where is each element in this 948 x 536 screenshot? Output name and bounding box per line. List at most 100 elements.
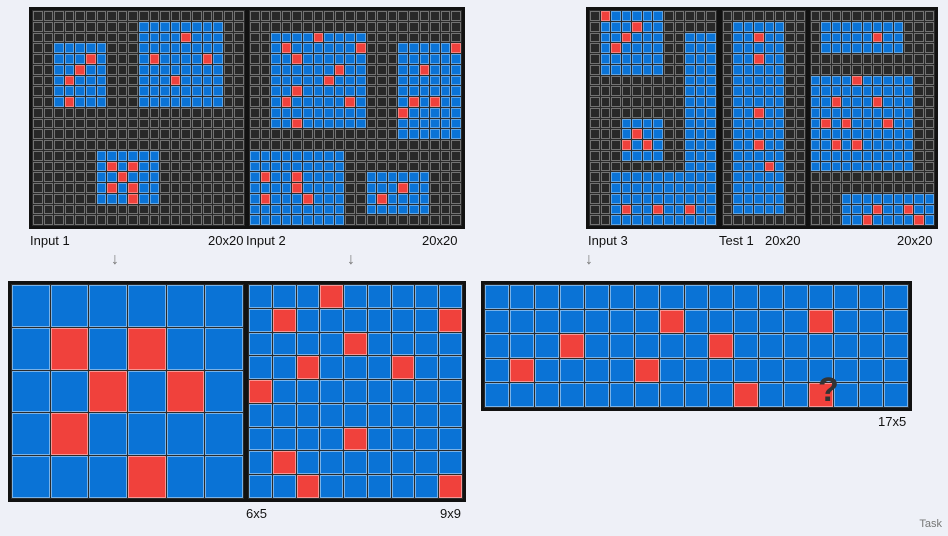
grid-cell [303, 97, 313, 107]
grid-cell [590, 150, 600, 161]
grid-cell [821, 183, 831, 193]
grid-cell [862, 129, 872, 139]
grid-cell [75, 64, 85, 75]
grid-cell [653, 204, 664, 215]
grid-cell [811, 32, 821, 43]
grid-cell [831, 86, 841, 96]
grid-cell [223, 97, 234, 107]
grid-cell [202, 204, 213, 215]
grid-cell [764, 183, 774, 193]
grid-cell [759, 285, 784, 309]
grid-cell [324, 161, 334, 172]
extra-grid [807, 7, 938, 229]
grid-cell [754, 86, 764, 96]
grid-cell [33, 64, 43, 75]
grid-cell [223, 32, 234, 43]
grid-cell [743, 11, 754, 21]
unknown-cell-question-mark: ? [818, 371, 839, 409]
grid-cell [914, 118, 924, 129]
test-output-grid[interactable] [481, 281, 912, 411]
grid-cell [250, 97, 260, 107]
grid-cell [324, 21, 334, 32]
grid-cell [366, 43, 377, 53]
grid-cell [202, 54, 213, 64]
grid-cell [451, 43, 461, 53]
grid-cell [743, 183, 754, 193]
grid-cell [784, 358, 809, 383]
grid-cell [205, 413, 243, 456]
grid-cell [706, 32, 716, 43]
grid-cell [213, 97, 223, 107]
grid-cell [64, 118, 75, 129]
grid-cell [609, 285, 634, 309]
grid-cell [366, 204, 377, 215]
grid-cell [695, 193, 706, 204]
grid-cell [367, 451, 391, 475]
grid-cell [685, 204, 695, 215]
grid-cell [611, 129, 621, 139]
grid-cell [723, 204, 733, 215]
grid-cell [914, 215, 924, 225]
grid-cell [634, 358, 659, 383]
grid-cell [451, 64, 461, 75]
grid-cell [872, 140, 883, 150]
grid-cell [706, 129, 716, 139]
grid-cell [821, 150, 831, 161]
grid-cell [924, 204, 934, 215]
grid-cell [903, 140, 914, 150]
grid-cell [419, 64, 430, 75]
grid-cell [50, 413, 89, 456]
grid-cell [430, 118, 440, 129]
grid-cell [653, 32, 664, 43]
grid-cell [398, 150, 408, 161]
grid-cell [764, 161, 774, 172]
grid-cell [334, 86, 345, 96]
grid-cell [64, 64, 75, 75]
grid-cell [841, 21, 852, 32]
grid-cell [862, 86, 872, 96]
grid-cell [334, 215, 345, 225]
grid-cell [296, 332, 320, 356]
grid-cell [872, 193, 883, 204]
grid-cell [653, 86, 664, 96]
grid-cell [924, 75, 934, 86]
grid-cell [33, 140, 43, 150]
grid-cell [107, 97, 117, 107]
grid-cell [202, 140, 213, 150]
grid-cell [632, 193, 642, 204]
grid-cell [883, 11, 893, 21]
grid-cell [117, 11, 128, 21]
grid-cell [160, 54, 170, 64]
grid-cell [64, 97, 75, 107]
grid-cell [785, 161, 795, 172]
grid-cell [107, 129, 117, 139]
grid-cell [324, 64, 334, 75]
input-2-label: Input 2 [246, 233, 286, 248]
grid-cell [674, 161, 685, 172]
grid-cell [86, 97, 96, 107]
grid-cell [320, 380, 344, 403]
grid-cell [451, 107, 461, 118]
grid-cell [250, 118, 260, 129]
grid-cell [170, 215, 181, 225]
grid-cell [234, 97, 244, 107]
grid-cell [139, 129, 149, 139]
grid-cell [43, 161, 54, 172]
grid-cell [785, 150, 795, 161]
grid-cell [64, 86, 75, 96]
grid-cell [43, 140, 54, 150]
grid-cell [86, 54, 96, 64]
grid-cell [809, 285, 834, 309]
grid-cell [260, 118, 271, 129]
grid-cell [202, 32, 213, 43]
grid-cell [260, 193, 271, 204]
grid-cell [419, 43, 430, 53]
grid-cell [377, 140, 387, 150]
grid-cell [54, 54, 64, 64]
grid-cell [695, 204, 706, 215]
grid-cell [883, 107, 893, 118]
grid-cell [685, 97, 695, 107]
grid-cell [653, 54, 664, 64]
grid-cell [811, 118, 821, 129]
grid-cell [734, 383, 759, 407]
